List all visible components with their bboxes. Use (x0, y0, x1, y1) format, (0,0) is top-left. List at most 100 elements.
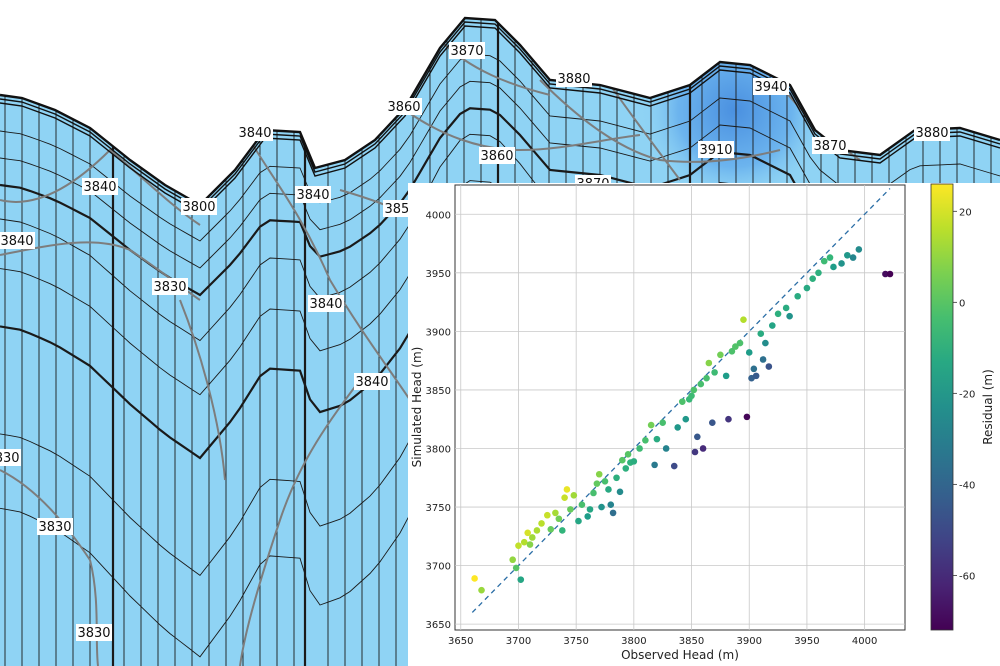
contour-label: 3870 (813, 139, 846, 154)
data-point (636, 445, 643, 452)
y-tick-label: 3750 (426, 503, 451, 514)
contour-label-box (354, 373, 390, 390)
data-point (699, 445, 707, 452)
data-point (745, 349, 753, 356)
data-point (653, 435, 661, 443)
data-point (782, 304, 790, 312)
contour-label-box (753, 78, 789, 95)
data-point (533, 527, 541, 534)
x-tick-label: 3900 (737, 636, 762, 647)
data-point (613, 474, 620, 482)
data-point (736, 339, 744, 347)
contour-label-box (237, 124, 273, 141)
data-point (886, 270, 894, 278)
data-point (624, 451, 632, 458)
y-tick-label: 3700 (426, 562, 451, 573)
data-point (705, 359, 713, 367)
x-tick-label: 3800 (621, 636, 646, 647)
y-tick-label: 3800 (426, 444, 451, 455)
data-point (561, 494, 568, 501)
y-tick-label: 3900 (426, 327, 451, 338)
data-point (882, 270, 889, 278)
x-tick-label: 4000 (852, 636, 877, 647)
data-point (838, 260, 845, 267)
data-point (682, 415, 690, 423)
data-point (647, 421, 655, 429)
data-point (529, 534, 536, 541)
data-point (759, 356, 767, 363)
contour-label: 3860 (387, 100, 420, 115)
contour-label-box (152, 278, 188, 295)
colorbar-tick-label: -20 (959, 389, 975, 400)
plot-grid (455, 185, 905, 630)
contour-label: 3870 (450, 44, 483, 59)
data-point (830, 263, 837, 271)
contour-line (0, 148, 201, 226)
data-point (524, 529, 531, 537)
data-point (642, 436, 649, 444)
contour-label-box (449, 42, 485, 59)
data-point (803, 284, 811, 292)
data-point (659, 419, 666, 427)
contour-label: 3840 (83, 180, 116, 195)
data-point (609, 509, 617, 517)
x-tick-label: 3850 (679, 636, 704, 647)
data-point (728, 347, 736, 355)
data-point (762, 339, 769, 347)
contour-label: 3830 (153, 280, 186, 295)
contour-line (249, 139, 411, 401)
contour-label-box (295, 186, 331, 203)
data-point (786, 312, 793, 320)
data-point (595, 470, 603, 478)
contour-labels: 3870 3880 3940 3860 3840 3860 3910 3870 3880 3840… (0, 42, 1000, 641)
surface-line (0, 16, 1000, 207)
x-tick-label: 3950 (794, 636, 819, 647)
y-tick-label: 4000 (426, 210, 451, 221)
contour-label: 3840 (296, 188, 329, 203)
colorbar-label: Residual (m) (981, 369, 995, 445)
data-point (520, 538, 528, 546)
contour-label: 3910 (699, 143, 732, 158)
contour-label-box (181, 198, 217, 215)
data-point (590, 489, 597, 497)
data-point (691, 448, 699, 456)
data-point (750, 365, 758, 373)
data-point (703, 374, 710, 382)
data-point (471, 575, 478, 582)
data-point (679, 398, 686, 405)
data-point (578, 501, 586, 508)
colorbar-tick-label: 20 (959, 207, 972, 218)
data-point (809, 275, 816, 282)
data-point (601, 477, 609, 485)
data-point (559, 527, 566, 534)
contour-label: 3830 (0, 451, 20, 466)
contour-label-box (76, 624, 112, 641)
plot-area (454, 184, 906, 631)
data-point (567, 506, 574, 513)
surface-line (0, 21, 1000, 210)
data-point (563, 486, 571, 493)
data-point (526, 541, 534, 548)
data-point (538, 520, 545, 527)
x-axis-label: Observed Head (m) (621, 648, 739, 662)
contour-label-box (812, 137, 848, 154)
data-point (820, 257, 828, 265)
data-point (694, 433, 701, 441)
data-point (697, 380, 705, 388)
data-point (630, 458, 638, 465)
contour-label: 3840 (238, 126, 271, 141)
data-point (849, 254, 857, 261)
contour-label-box (556, 70, 592, 87)
contour-label: 3880 (557, 72, 590, 87)
contour-label-box (308, 295, 344, 312)
data-point (593, 480, 601, 487)
contour-label: 3940 (754, 80, 787, 95)
high-head-zone (630, 25, 840, 205)
y-tick-label: 3950 (426, 269, 451, 280)
contour-label: 3880 (915, 126, 948, 141)
data-point (605, 486, 612, 493)
data-point (757, 330, 765, 338)
data-point (598, 503, 605, 511)
inset-scatter-plot: 3650 3700 3750 3800 3850 3900 3950 4000 3650 370… (408, 183, 1000, 666)
y-axis-label: Simulated Head (m) (410, 347, 424, 468)
